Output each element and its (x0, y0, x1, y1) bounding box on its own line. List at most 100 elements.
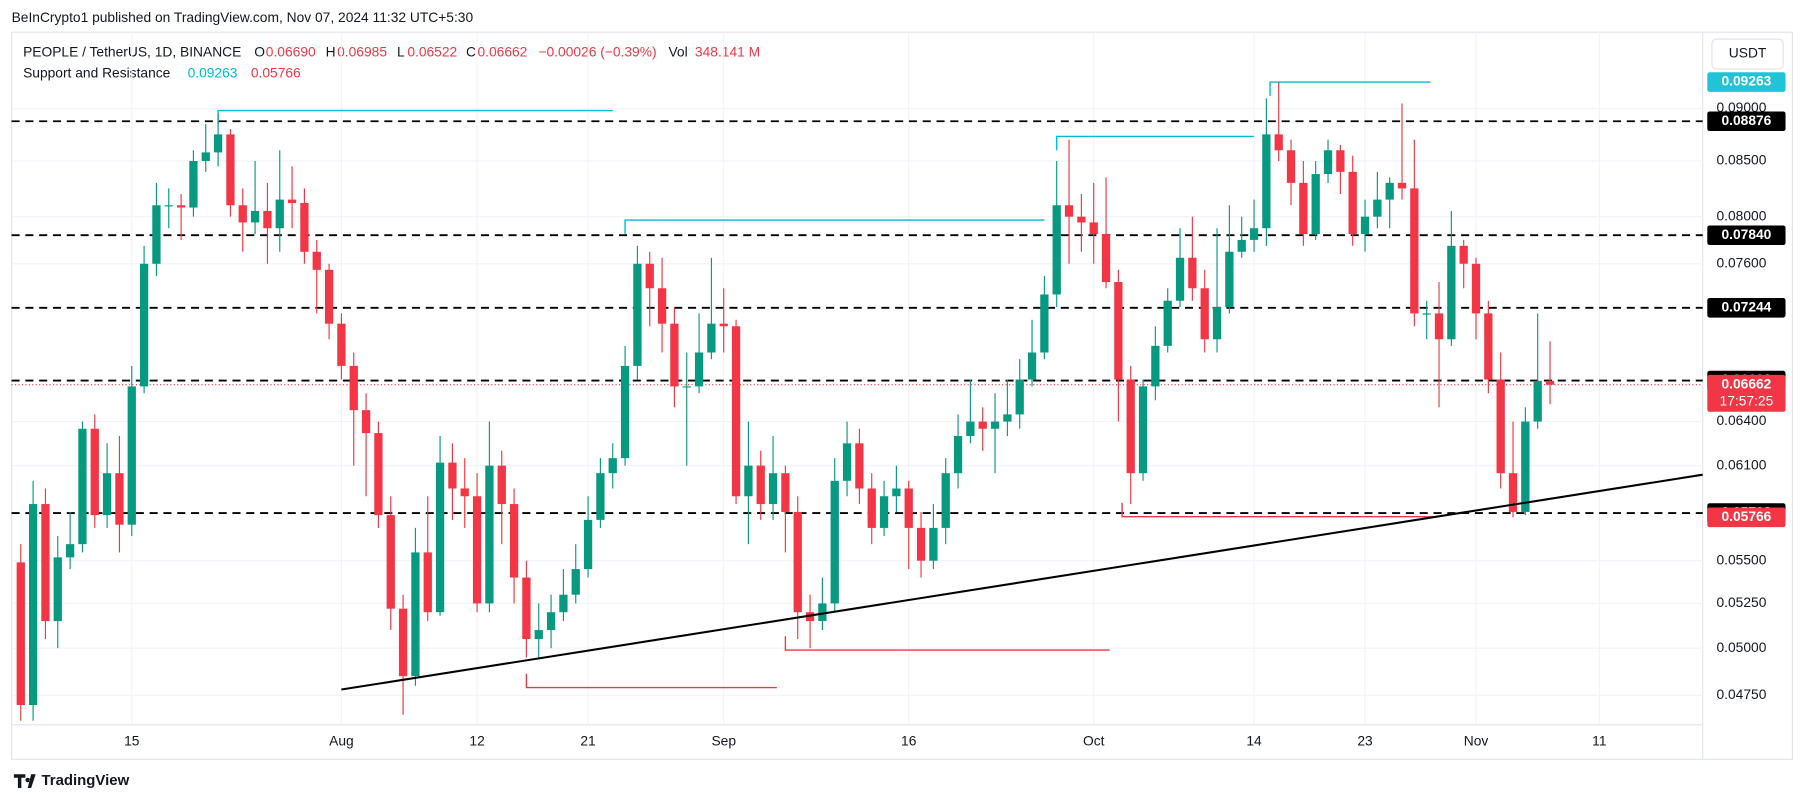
candle-body (1040, 294, 1049, 353)
candle-body (1521, 421, 1530, 512)
candle-body (287, 199, 297, 203)
candle-body (559, 594, 568, 613)
candle-body (546, 612, 556, 631)
candle-body (1225, 251, 1234, 308)
candle-body (633, 263, 642, 366)
indicator-name: Support and Resistance (23, 65, 171, 80)
candle-body (953, 436, 963, 474)
y-tick-label: 0.07600 (1717, 255, 1767, 270)
candle-body (1434, 313, 1444, 340)
candle-body (879, 496, 889, 528)
candle-body (485, 465, 494, 604)
candle-body (1459, 245, 1468, 264)
x-tick-label: 14 (1246, 734, 1262, 749)
candle-body (275, 199, 284, 229)
y-tick-label: 0.06400 (1717, 413, 1767, 428)
candle-body (1237, 239, 1246, 252)
candle-body (1447, 245, 1456, 340)
candle-body (620, 365, 630, 459)
chart-frame (10, 31, 1794, 760)
candle-body (238, 205, 247, 223)
l-value: 0.06522 (407, 45, 457, 60)
candle-body (1471, 263, 1481, 314)
candle-body (1323, 150, 1333, 175)
candle-body (781, 473, 790, 512)
last-price-label: 0.06662 (1721, 376, 1771, 391)
candle-body (1373, 199, 1382, 217)
level-label-bg (1707, 111, 1786, 132)
countdown: 17:57:25 (1720, 394, 1774, 409)
candle-body (497, 465, 506, 505)
candle-body (213, 134, 223, 153)
x-tick-label: Aug (329, 734, 354, 749)
vol-label: Vol (668, 45, 687, 60)
resistance-label: 0.09263 (1721, 74, 1771, 89)
h-value: 0.06985 (337, 45, 387, 60)
candle-body (152, 205, 161, 264)
candle-body (719, 323, 728, 327)
candle-body (361, 410, 371, 434)
candle-body (201, 152, 210, 162)
candle-body (583, 519, 593, 570)
candle-body (1249, 228, 1259, 240)
candle-body (855, 443, 864, 489)
change: −0.00026 (−0.39%) (538, 45, 656, 60)
candle-body (337, 323, 346, 366)
candle-body (892, 488, 901, 497)
y-tick-label: 0.09000 (1717, 100, 1767, 115)
candle-body (1360, 216, 1370, 235)
candle-body (842, 443, 852, 481)
footer-text: TradingView (41, 772, 129, 789)
candle-body (1212, 307, 1222, 340)
candle-body (1175, 257, 1185, 301)
candle-body (411, 552, 420, 677)
level-label: 0.07840 (1721, 227, 1771, 242)
currency-button[interactable] (1711, 38, 1784, 70)
candle-body (28, 504, 38, 706)
candle-body (115, 473, 124, 525)
candle-body (608, 458, 617, 474)
candle-body (916, 527, 926, 561)
candle-body (1299, 182, 1308, 235)
x-tick-label: 11 (1592, 734, 1606, 749)
candle-body (472, 496, 482, 604)
resistance-line (217, 109, 613, 125)
candle-body (1336, 150, 1345, 172)
candle-body (176, 205, 186, 208)
x-tick-label: 16 (901, 734, 917, 749)
candle-body (78, 428, 87, 545)
candle-body (263, 210, 272, 229)
candle-body (1200, 288, 1209, 340)
x-tick-label: 21 (580, 734, 595, 749)
candle-body (1286, 150, 1296, 183)
candle-body (16, 562, 25, 706)
candle-body (312, 251, 321, 270)
y-tick-label: 0.04750 (1717, 687, 1767, 702)
currency-label[interactable]: USDT (1729, 46, 1767, 61)
x-tick-label: 12 (469, 734, 484, 749)
footer-logo: TradingView (13, 772, 130, 789)
candle-body (731, 326, 741, 497)
candle-body (596, 473, 605, 520)
candle-body (830, 480, 839, 604)
level-label-bg (1707, 225, 1786, 245)
candle-body (818, 603, 827, 622)
candle-body (139, 263, 149, 387)
candle-body (460, 488, 469, 497)
candle-body (1533, 380, 1542, 422)
candle-body (571, 569, 580, 595)
support-line (784, 636, 1110, 651)
l-label: L (397, 45, 405, 60)
candle-body (324, 269, 334, 324)
level-label: 0.08876 (1721, 113, 1771, 128)
c-label: C (466, 45, 476, 60)
candle-body (65, 544, 75, 558)
candle-body (1052, 205, 1061, 295)
candle-body (1188, 257, 1197, 289)
indicator-support: 0.05766 (251, 65, 301, 80)
resistance-label-bg (1707, 72, 1786, 92)
published-note: BeInCrypto1 published on TradingView.com… (12, 10, 474, 25)
candle-body (1545, 380, 1555, 385)
candle-body (509, 504, 519, 578)
